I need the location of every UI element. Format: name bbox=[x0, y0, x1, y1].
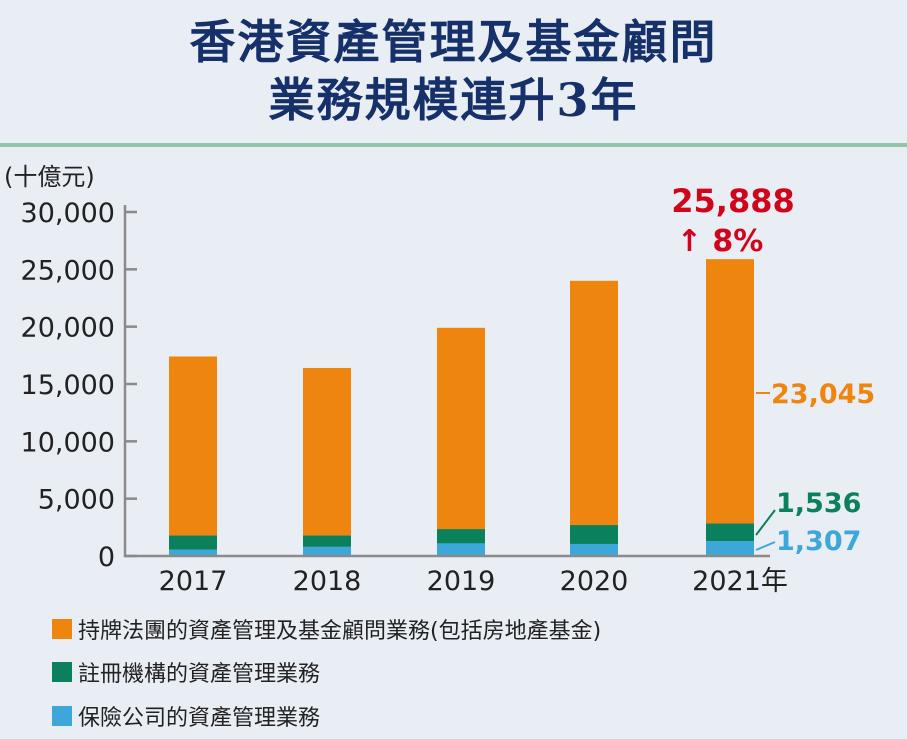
bar-insurance-2021年 bbox=[706, 541, 754, 556]
bar-insurance-2017 bbox=[169, 549, 217, 556]
legend-item-licensed: 持牌法團的資產管理及基金顧問業務(包括房地產基金) bbox=[52, 613, 601, 645]
legend-swatch-licensed bbox=[52, 619, 72, 639]
y-tick-label: 0 bbox=[98, 542, 115, 573]
x-tick-label: 2018 bbox=[293, 566, 362, 597]
registered-2021-label: 1,536 bbox=[776, 488, 861, 519]
y-tick-label: 10,000 bbox=[21, 427, 115, 458]
title-line-2: 業務規模連升3年 bbox=[268, 73, 639, 127]
growth-label: ↑ 8% bbox=[677, 224, 764, 259]
legend-label: 保險公司的資產管理業務 bbox=[78, 706, 321, 731]
legend-label: 持牌法團的資產管理及基金顧問業務(包括房地產基金) bbox=[78, 619, 602, 644]
bar-registered-2020 bbox=[570, 525, 618, 544]
bar-insurance-2019 bbox=[437, 543, 485, 556]
bar-insurance-2020 bbox=[570, 543, 618, 556]
x-tick-label: 2021年 bbox=[692, 566, 788, 597]
legend-item-registered: 註冊機構的資產管理業務 bbox=[52, 656, 320, 688]
bar-licensed-2020 bbox=[570, 280, 618, 526]
legend-label: 註冊機構的資產管理業務 bbox=[78, 662, 321, 687]
legend-item-insurance: 保險公司的資產管理業務 bbox=[52, 700, 320, 732]
y-tick-label: 30,000 bbox=[21, 198, 115, 229]
y-tick-label: 20,000 bbox=[21, 313, 115, 344]
insurance-leader-line bbox=[755, 541, 776, 551]
insurance-2021-label: 1,307 bbox=[776, 526, 861, 557]
title-line-1: 香港資產管理及基金顧問 bbox=[189, 15, 718, 69]
legend-swatch-insurance bbox=[52, 706, 72, 726]
unit-label: (十億元) bbox=[4, 163, 95, 191]
bar-licensed-2019 bbox=[437, 327, 485, 530]
bar-licensed-2021年 bbox=[706, 259, 754, 524]
total-2021-label: 25,888 bbox=[671, 182, 794, 220]
licensed-2021-label: 23,045 bbox=[771, 379, 875, 410]
y-tick-label: 15,000 bbox=[21, 370, 115, 401]
y-tick-label: 5,000 bbox=[38, 485, 115, 516]
bar-chart: (十億元) 0 5,000 10,000 15,000 20,000 25,000 30,0… bbox=[4, 163, 875, 597]
bar-registered-2021年 bbox=[706, 523, 754, 542]
divider bbox=[0, 143, 907, 147]
registered-leader-line bbox=[755, 509, 776, 536]
bar-registered-2018 bbox=[303, 535, 351, 547]
legend-swatch-registered bbox=[52, 662, 72, 682]
x-tick-label: 2020 bbox=[560, 566, 629, 597]
bar-licensed-2017 bbox=[169, 356, 217, 536]
y-tick-label: 25,000 bbox=[21, 255, 115, 286]
bar-insurance-2018 bbox=[303, 546, 351, 556]
bar-licensed-2018 bbox=[303, 367, 351, 536]
x-tick-label: 2019 bbox=[427, 566, 496, 597]
bar-registered-2019 bbox=[437, 529, 485, 544]
bar-registered-2017 bbox=[169, 535, 217, 550]
x-tick-label: 2017 bbox=[159, 566, 228, 597]
